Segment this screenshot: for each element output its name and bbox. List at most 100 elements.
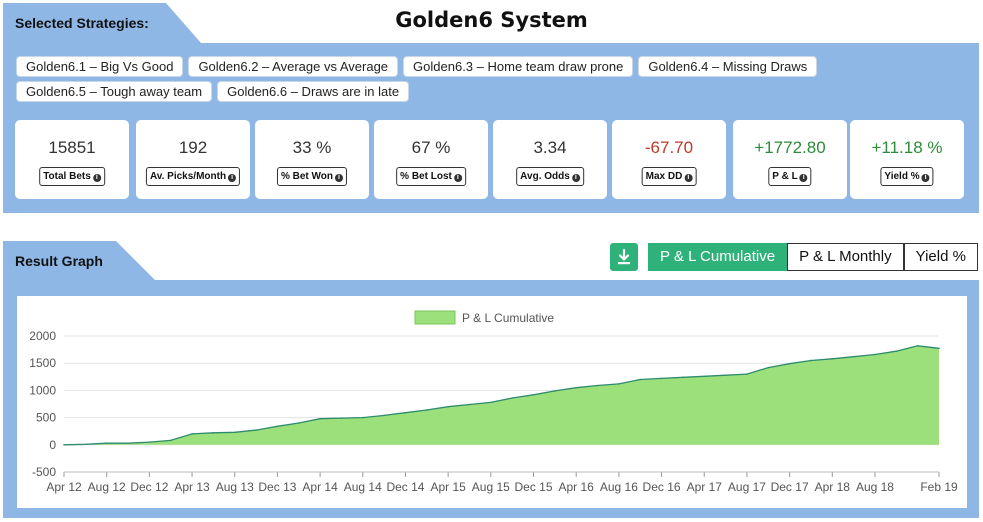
stat-label[interactable]: Avg. Odds i	[516, 167, 584, 186]
info-icon[interactable]: i	[453, 174, 462, 182]
data-point	[703, 375, 706, 378]
y-tick-label: 1500	[29, 356, 56, 370]
result-graph-label: Result Graph	[15, 252, 103, 269]
stat-card-bet-lost: 67 % % Bet Lost i	[374, 120, 488, 199]
stat-label-text: Total Bets	[43, 171, 91, 182]
data-point	[127, 442, 129, 444]
stat-label[interactable]: Total Bets i	[39, 167, 105, 186]
stat-label-text: P & L	[772, 171, 798, 182]
selected-strategies-heading: Selected Strategies:	[3, 3, 201, 43]
x-tick-label: Aug 18	[856, 480, 894, 494]
data-point	[276, 425, 279, 428]
series-line	[63, 345, 940, 446]
stat-value: 3.34	[533, 138, 567, 157]
info-icon[interactable]: i	[921, 174, 930, 182]
data-point	[105, 442, 108, 444]
x-tick-label: Aug 14	[344, 480, 382, 494]
x-tick-label: Dec 14	[386, 480, 424, 494]
data-point	[596, 384, 599, 387]
x-tick-label: Apr 13	[174, 480, 210, 494]
data-point	[639, 378, 642, 381]
stat-label-text: Max DD	[645, 171, 683, 182]
data-point	[511, 397, 513, 399]
x-tick-label: Feb 19	[920, 480, 958, 494]
chart-mode-toggle: P & L Cumulative P & L Monthly Yield %	[648, 243, 978, 271]
data-point	[788, 362, 791, 365]
stat-value: 67 %	[411, 138, 451, 157]
data-point	[169, 439, 172, 442]
info-icon[interactable]: i	[228, 174, 237, 182]
info-icon[interactable]: i	[571, 174, 580, 182]
strategies-panel: Golden6.1 – Big Vs Good Golden6.2 – Avera…	[3, 43, 979, 213]
x-tick-label: Dec 15	[514, 480, 552, 494]
strategy-chip: Golden6.4 – Missing Draws	[638, 56, 818, 77]
x-tick-label: Apr 14	[302, 480, 338, 494]
info-icon[interactable]: i	[799, 174, 808, 182]
stat-card-total-bets: 15851 Total Bets i	[15, 120, 129, 199]
x-tick-label: Apr 17	[687, 480, 723, 494]
data-point	[255, 429, 257, 431]
stat-label[interactable]: Av. Picks/Month i	[145, 167, 241, 186]
y-tick-label: -500	[32, 465, 56, 479]
stat-label-text: % Bet Won	[280, 171, 334, 182]
data-point	[618, 383, 620, 385]
strategy-chip: Golden6.1 – Big Vs Good	[16, 56, 184, 77]
strategy-chip: Golden6.2 – Average vs Average	[188, 56, 399, 77]
data-point	[554, 390, 556, 392]
stat-label[interactable]: Yield % i	[880, 167, 934, 186]
stat-value: +11.18 %	[871, 138, 943, 157]
y-tick-label: 2000	[29, 329, 56, 343]
x-tick-label: Apr 15	[430, 480, 466, 494]
x-tick-label: Aug 16	[600, 480, 638, 494]
data-point	[84, 443, 87, 446]
x-tick-label: Apr 18	[815, 480, 851, 494]
data-point	[874, 353, 876, 356]
info-icon[interactable]: i	[684, 174, 693, 182]
x-tick-label: Dec 17	[771, 480, 809, 494]
data-point	[895, 350, 898, 353]
page-title: Golden6 System	[395, 8, 588, 32]
download-button[interactable]	[610, 243, 638, 271]
data-point	[660, 377, 663, 380]
data-point	[831, 358, 834, 360]
stat-card-avg-odds: 3.34 Avg. Odds i	[493, 120, 607, 199]
data-point	[810, 359, 812, 362]
data-point	[404, 411, 407, 414]
strategy-chip: Golden6.6 – Draws are in late	[217, 81, 410, 102]
x-tick-label: Aug 15	[472, 480, 510, 494]
data-point	[532, 393, 535, 396]
x-tick-label: Aug 12	[88, 480, 126, 494]
stat-card-av-picks: 192 Av. Picks/Month i	[136, 120, 250, 199]
stat-value: +1772.80	[754, 138, 826, 157]
stat-label-text: Avg. Odds	[520, 171, 570, 182]
selected-strategies-label: Selected Strategies:	[15, 15, 149, 31]
data-point	[233, 431, 236, 434]
stat-card-yield: +11.18 % Yield % i	[850, 120, 964, 199]
data-point	[212, 432, 215, 434]
toggle-pl-monthly[interactable]: P & L Monthly	[787, 243, 904, 271]
stat-label-text: % Bet Lost	[400, 171, 452, 182]
stat-label[interactable]: % Bet Won i	[276, 167, 348, 186]
toggle-yield[interactable]: Yield %	[903, 243, 978, 271]
x-tick-label: Dec 12	[130, 480, 168, 494]
stat-value: 33 %	[292, 138, 332, 157]
data-point	[361, 416, 364, 419]
data-point	[468, 403, 471, 406]
strategy-chip: Golden6.3 – Home team draw prone	[403, 56, 634, 77]
data-point	[916, 344, 919, 347]
info-icon[interactable]: i	[335, 174, 344, 182]
stat-label[interactable]: % Bet Lost i	[396, 167, 466, 186]
info-icon[interactable]: i	[92, 174, 101, 182]
toggle-pl-cumulative[interactable]: P & L Cumulative	[648, 243, 788, 271]
y-tick-label: 500	[36, 411, 56, 425]
data-point	[63, 444, 65, 446]
stat-label[interactable]: Max DD i	[641, 167, 697, 186]
y-tick-label: 0	[49, 438, 56, 452]
data-point	[447, 405, 449, 408]
legend-label: P & L Cumulative	[462, 311, 554, 325]
data-point	[575, 386, 577, 389]
data-point	[938, 347, 940, 350]
